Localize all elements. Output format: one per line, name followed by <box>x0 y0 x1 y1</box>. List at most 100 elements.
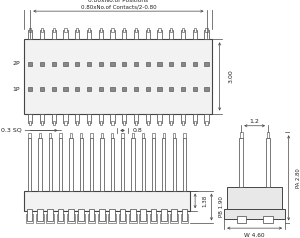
Bar <box>152 133 154 138</box>
Bar <box>28 138 31 191</box>
Bar <box>27 209 32 221</box>
Bar <box>28 87 32 91</box>
Bar <box>80 133 82 138</box>
Bar <box>111 133 113 138</box>
Text: 3.00: 3.00 <box>229 69 234 83</box>
Bar <box>40 30 44 39</box>
Bar <box>88 214 95 223</box>
Bar <box>75 87 79 91</box>
Text: 2P: 2P <box>12 61 20 66</box>
Bar <box>121 138 124 191</box>
Bar <box>52 87 56 91</box>
Bar <box>205 87 208 91</box>
Bar <box>110 62 115 66</box>
Bar <box>99 87 103 91</box>
Bar <box>111 121 114 125</box>
Bar <box>111 28 114 32</box>
Bar <box>77 214 85 223</box>
Text: 0.8: 0.8 <box>132 128 142 133</box>
Bar <box>29 28 32 32</box>
Bar <box>87 30 91 39</box>
Bar <box>158 87 161 91</box>
Bar <box>100 121 102 125</box>
Bar <box>64 87 68 91</box>
Bar <box>110 114 115 123</box>
Bar <box>182 209 187 221</box>
Bar <box>146 30 150 39</box>
Bar <box>122 114 127 123</box>
Bar <box>122 133 124 138</box>
Bar <box>169 62 173 66</box>
Bar <box>52 114 56 123</box>
Text: 0.80xNo.of Positions: 0.80xNo.of Positions <box>88 0 148 3</box>
Bar <box>52 28 55 32</box>
Bar <box>40 62 44 66</box>
Bar <box>26 214 33 223</box>
Bar <box>91 133 93 138</box>
Bar <box>169 114 173 123</box>
Bar <box>110 87 115 91</box>
Bar <box>123 28 125 32</box>
Bar <box>98 30 103 39</box>
Bar <box>193 114 197 123</box>
Bar <box>38 138 41 191</box>
Bar <box>29 121 32 125</box>
Bar <box>24 191 190 211</box>
Text: 1P: 1P <box>12 87 20 92</box>
Bar <box>64 28 67 32</box>
Bar <box>24 39 212 114</box>
Bar <box>41 121 43 125</box>
Bar <box>59 133 62 138</box>
Bar <box>40 87 44 91</box>
Text: 1.2: 1.2 <box>250 119 260 124</box>
Bar <box>119 214 126 223</box>
Bar <box>37 209 43 221</box>
Bar <box>99 62 103 66</box>
Bar <box>152 138 155 191</box>
Bar <box>75 62 79 66</box>
Bar <box>101 133 103 138</box>
Bar <box>58 209 63 221</box>
Text: 1.38: 1.38 <box>202 195 207 207</box>
Bar <box>204 30 209 39</box>
Bar <box>158 62 161 66</box>
Bar <box>157 30 162 39</box>
Bar <box>52 62 56 66</box>
Bar <box>90 138 93 191</box>
Bar <box>69 138 73 191</box>
Bar <box>140 214 147 223</box>
Text: 0.3 SQ: 0.3 SQ <box>1 128 21 133</box>
Bar <box>171 209 177 221</box>
Bar <box>28 133 31 138</box>
Bar <box>40 114 44 123</box>
Bar <box>52 30 56 39</box>
Bar <box>87 87 91 91</box>
Bar <box>52 121 55 125</box>
Bar <box>131 138 134 191</box>
Bar <box>39 133 41 138</box>
Bar <box>142 133 144 138</box>
Bar <box>134 114 138 123</box>
Bar <box>49 133 51 138</box>
Bar <box>87 114 91 123</box>
Bar <box>158 28 161 32</box>
Bar <box>135 28 137 32</box>
Bar <box>100 28 102 32</box>
Text: 0.80xNo.of Contacts/2-0.80: 0.80xNo.of Contacts/2-0.80 <box>81 5 156 10</box>
Bar <box>237 216 246 223</box>
Bar <box>151 209 156 221</box>
Bar <box>120 209 125 221</box>
Bar <box>64 62 68 66</box>
Bar <box>75 30 80 39</box>
Bar <box>110 209 115 221</box>
Bar <box>41 28 43 32</box>
Bar <box>170 214 178 223</box>
Bar <box>181 30 185 39</box>
Text: PA 2.80: PA 2.80 <box>296 168 300 188</box>
Bar <box>146 121 149 125</box>
Bar <box>88 28 90 32</box>
Bar <box>59 138 62 191</box>
Bar <box>99 209 105 221</box>
Bar <box>134 30 138 39</box>
Bar <box>100 138 103 191</box>
